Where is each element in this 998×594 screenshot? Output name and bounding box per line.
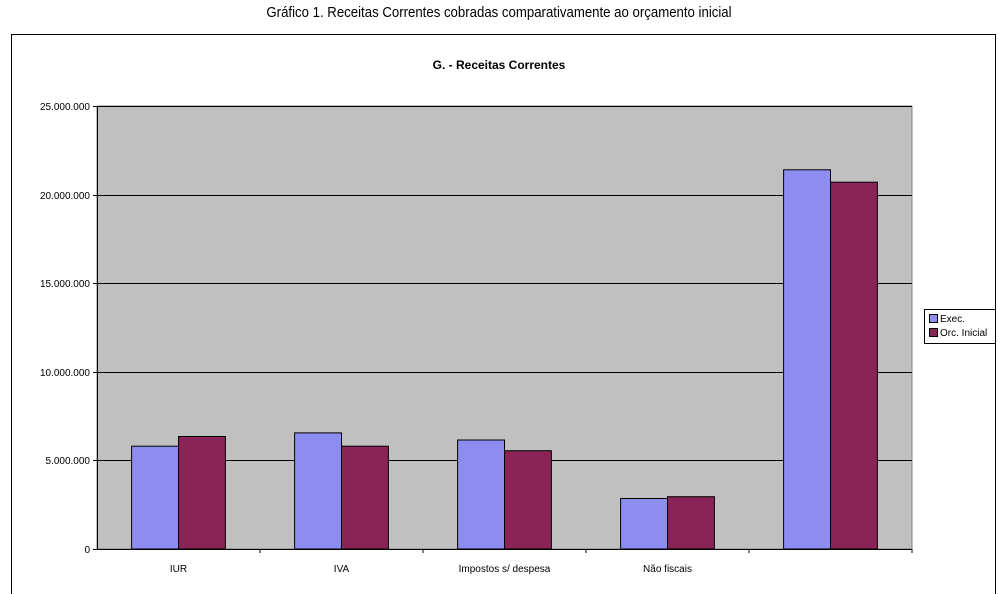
y-tick-label: 10.000.000 (40, 368, 90, 379)
bar-orc-inicial (504, 450, 552, 550)
x-tick-label: Impostos s/ despesa (459, 564, 551, 575)
legend-swatch-exec (929, 314, 938, 323)
legend-label-orc-inicial: Orc. Inicial (940, 328, 988, 339)
bar-exec (783, 169, 831, 550)
y-tick-labels: 0 5.000.000 10.000.000 15.000.000 20.000.000… (40, 102, 91, 556)
bar-orc-inicial (830, 181, 878, 550)
y-tick-label: 25.000.000 (40, 102, 90, 113)
bar-orc-inicial (178, 436, 226, 550)
bar-exec (294, 432, 343, 550)
legend-item-exec: Exec. (929, 313, 965, 326)
chart-title: G. - Receitas Correntes (432, 58, 566, 72)
x-tick-labels: IUR IVA Impostos s/ despesa Não fiscais (170, 564, 692, 575)
gridlines (97, 106, 912, 461)
y-tick-label: 15.000.000 (40, 279, 90, 290)
y-tick-label: 20.000.000 (40, 191, 90, 202)
bar-orc-inicial (667, 496, 715, 550)
bar-exec (620, 498, 668, 550)
legend-item-orc-inicial: Orc. Inicial (929, 327, 987, 340)
legend: Exec. Orc. Inicial (924, 309, 996, 344)
axes (93, 106, 913, 553)
figure-caption: Gráfico 1. Receitas Correntes cobradas c… (266, 4, 732, 21)
bars (131, 169, 878, 550)
x-tick-label: IUR (170, 564, 187, 575)
y-tick-label: 5.000.000 (46, 456, 91, 467)
x-tick-label: IVA (334, 564, 350, 575)
bar-orc-inicial (341, 445, 389, 550)
bar-exec (457, 439, 506, 550)
legend-swatch-orc-inicial (929, 328, 938, 337)
legend-label-exec: Exec. (940, 314, 966, 325)
y-tick-label: 0 (84, 545, 90, 556)
x-tick-label: Não fiscais (643, 564, 692, 575)
bar-exec (131, 445, 180, 550)
